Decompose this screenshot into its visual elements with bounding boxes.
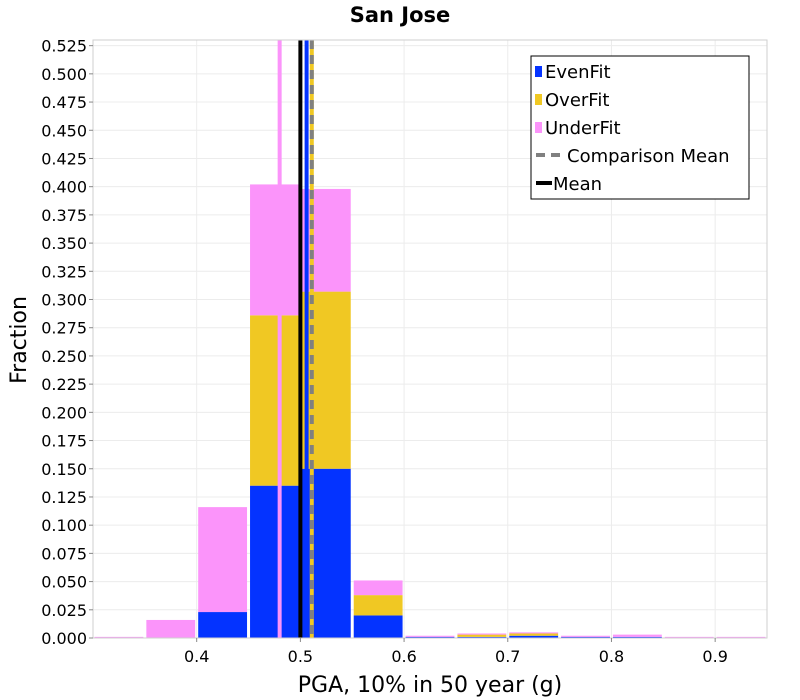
y-tick-label: 0.150 — [41, 460, 87, 479]
legend-label-mean: Mean — [553, 174, 602, 195]
legend-swatch-overfit — [535, 94, 542, 105]
bar-overfit — [301, 291, 351, 469]
bar-overfit — [509, 633, 559, 636]
y-tick-label: 0.425 — [41, 149, 87, 168]
bar-underfit — [561, 635, 610, 637]
legend-label-comparison-mean: Comparison Mean — [567, 146, 730, 167]
y-axis-label: Fraction — [7, 296, 32, 384]
bar-underfit — [405, 635, 455, 637]
bar-underfit — [509, 632, 559, 634]
x-tick-label: 0.8 — [599, 647, 624, 666]
legend-label-underfit: UnderFit — [545, 118, 621, 139]
y-tick-label: 0.225 — [41, 375, 87, 394]
x-axis-ticks: 0.4 0.5 0.6 0.7 0.8 0.9 — [184, 638, 728, 666]
bar-underfit — [716, 636, 766, 638]
x-tick-label: 0.5 — [288, 647, 313, 666]
bar-evenfit — [405, 636, 455, 638]
y-tick-label: 0.325 — [41, 262, 87, 281]
y-tick-label: 0.500 — [41, 65, 87, 84]
bar-underfit — [612, 634, 662, 637]
y-tick-label: 0.400 — [41, 178, 87, 197]
y-tick-label: 0.125 — [41, 488, 87, 507]
x-tick-label: 0.6 — [391, 647, 416, 666]
bar-evenfit — [612, 636, 662, 638]
legend-label-overfit: OverFit — [545, 90, 609, 111]
y-tick-label: 0.275 — [41, 319, 87, 338]
bar-underfit — [664, 636, 714, 638]
legend: EvenFit OverFit UnderFit Comparison Mean Mea… — [530, 55, 750, 200]
bar-underfit — [353, 580, 403, 596]
x-axis-label: PGA, 10% in 50 year (g) — [298, 673, 562, 698]
y-axis-ticks: 0.000 0.025 0.050 0.075 0.100 0.125 0.150 0.175… — [41, 37, 93, 648]
legend-box — [530, 55, 750, 200]
legend-swatch-evenfit — [535, 66, 542, 77]
x-tick-label: 0.4 — [184, 647, 209, 666]
bar-underfit — [250, 184, 299, 316]
y-tick-label: 0.475 — [41, 93, 87, 112]
legend-swatch-underfit — [535, 122, 542, 133]
y-tick-label: 0.075 — [41, 544, 87, 563]
x-tick-label: 0.9 — [702, 647, 727, 666]
bar-overfit — [250, 315, 299, 486]
y-tick-label: 0.450 — [41, 121, 87, 140]
bar-evenfit — [509, 635, 559, 638]
y-tick-label: 0.050 — [41, 573, 87, 592]
y-tick-label: 0.200 — [41, 403, 87, 422]
bar-overfit — [457, 634, 507, 637]
bar-evenfit — [561, 636, 610, 638]
bar-underfit — [198, 507, 248, 613]
x-tick-label: 0.7 — [495, 647, 520, 666]
y-tick-label: 0.525 — [41, 37, 87, 56]
reference-lines — [277, 40, 314, 638]
bar-underfit — [146, 619, 196, 638]
bar-evenfit — [353, 615, 403, 638]
plot-border — [92, 39, 768, 639]
bar-evenfit — [457, 636, 507, 638]
y-tick-label: 0.100 — [41, 516, 87, 535]
legend-label-evenfit: EvenFit — [545, 62, 611, 83]
y-tick-label: 0.000 — [41, 629, 87, 648]
bar-evenfit — [198, 612, 248, 638]
bar-evenfit — [250, 485, 299, 638]
y-tick-label: 0.250 — [41, 347, 87, 366]
bars — [94, 184, 766, 638]
chart-title: San Jose — [350, 3, 451, 27]
bar-underfit — [94, 636, 144, 638]
y-tick-label: 0.350 — [41, 234, 87, 253]
bar-underfit — [457, 633, 507, 635]
y-tick-label: 0.025 — [41, 601, 87, 620]
bar-evenfit — [301, 468, 351, 638]
y-tick-label: 0.175 — [41, 432, 87, 451]
bar-overfit — [353, 595, 403, 616]
y-tick-label: 0.300 — [41, 291, 87, 310]
bar-underfit — [301, 188, 351, 292]
y-tick-label: 0.375 — [41, 206, 87, 225]
